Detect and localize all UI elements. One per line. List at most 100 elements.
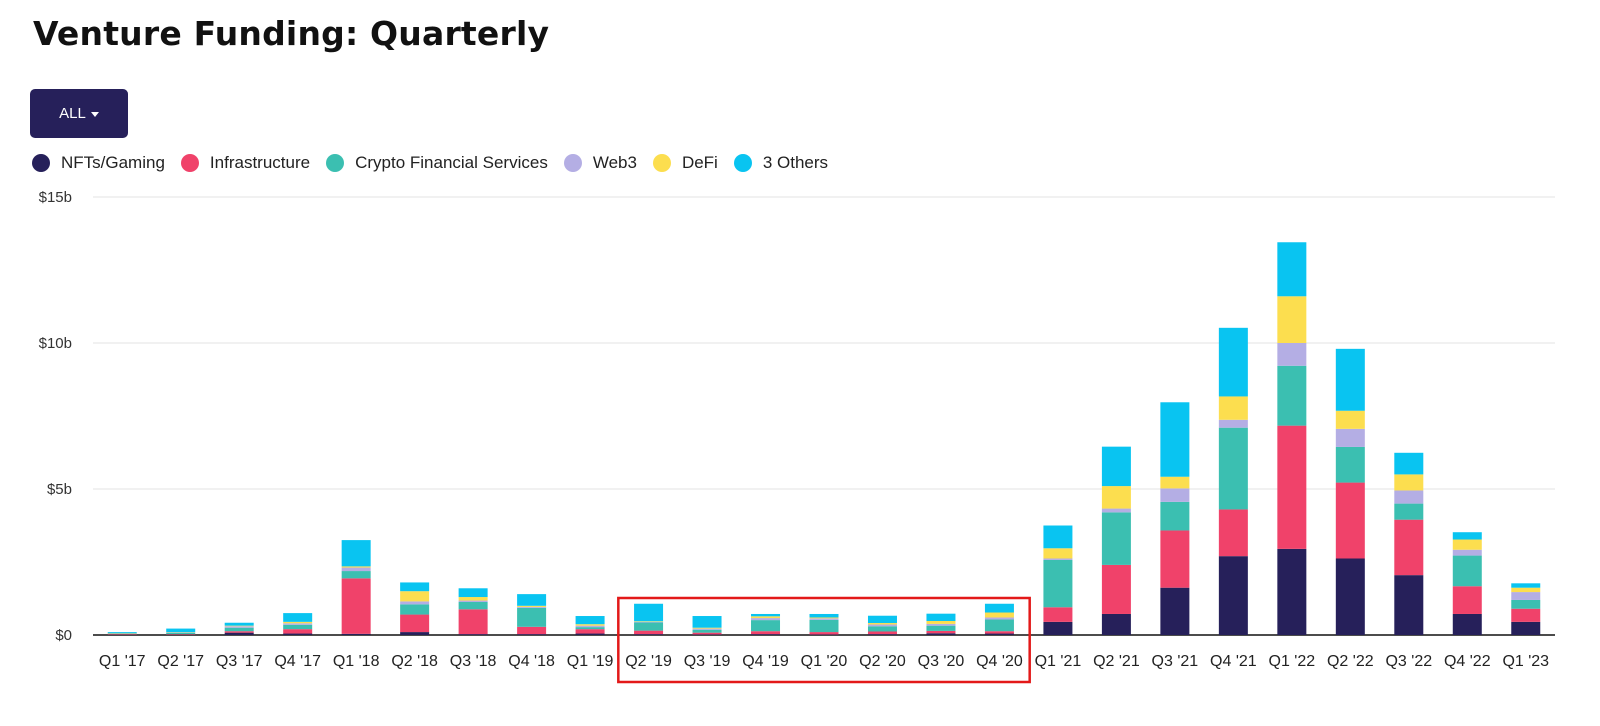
bar-segment-infrastructure[interactable] (283, 629, 313, 634)
bar-segment-3-others[interactable] (1394, 452, 1424, 475)
bar-segment-infrastructure[interactable] (1452, 586, 1482, 614)
bar-segment-infrastructure[interactable] (809, 632, 839, 635)
bar-segment-defi[interactable] (809, 617, 839, 619)
bar-segment-defi[interactable] (1511, 587, 1541, 593)
bar-segment-nfts-gaming[interactable] (984, 633, 1014, 635)
bar-segment-defi[interactable] (1452, 539, 1482, 550)
bar-segment-web3[interactable] (1101, 508, 1131, 513)
bar-segment-infrastructure[interactable] (634, 630, 664, 635)
bar-segment-web3[interactable] (575, 625, 605, 628)
bar-segment-infrastructure[interactable] (1335, 482, 1365, 559)
bar-segment-web3[interactable] (458, 600, 488, 603)
bar-segment-web3[interactable] (926, 623, 956, 626)
bar-segment-crypto-financial-services[interactable] (634, 622, 664, 631)
bar-segment-defi[interactable] (1043, 548, 1073, 559)
bar-segment-infrastructure[interactable] (1101, 564, 1131, 614)
bar-segment-infrastructure[interactable] (692, 632, 722, 635)
bar-segment-web3[interactable] (1394, 490, 1424, 504)
bar-segment-crypto-financial-services[interactable] (517, 607, 547, 627)
bar-segment-web3[interactable] (1277, 343, 1307, 366)
bar-segment-web3[interactable] (1218, 419, 1248, 428)
bar-segment-crypto-financial-services[interactable] (575, 627, 605, 630)
bar-segment-crypto-financial-services[interactable] (283, 624, 313, 630)
legend-item-3-others[interactable]: 3 Others (733, 153, 828, 173)
bar-segment-nfts-gaming[interactable] (1277, 548, 1307, 635)
bar-segment-defi[interactable] (1394, 474, 1424, 491)
bar-segment-infrastructure[interactable] (926, 630, 956, 634)
bar-segment-defi[interactable] (692, 627, 722, 629)
bar-segment-defi[interactable] (224, 625, 254, 627)
bar-segment-crypto-financial-services[interactable] (1101, 512, 1131, 565)
bar-segment-web3[interactable] (692, 628, 722, 630)
bar-segment-crypto-financial-services[interactable] (400, 604, 430, 615)
bar-segment-infrastructure[interactable] (341, 578, 371, 634)
legend-item-infrastructure[interactable]: Infrastructure (180, 153, 310, 173)
bar-segment-crypto-financial-services[interactable] (107, 633, 137, 635)
bar-segment-nfts-gaming[interactable] (400, 632, 430, 635)
bar-segment-crypto-financial-services[interactable] (1277, 365, 1307, 426)
bar-segment-web3[interactable] (283, 623, 313, 625)
bar-segment-infrastructure[interactable] (1511, 608, 1541, 622)
bar-segment-crypto-financial-services[interactable] (751, 620, 781, 632)
bar-segment-3-others[interactable] (1335, 348, 1365, 411)
bar-segment-infrastructure[interactable] (575, 629, 605, 634)
bar-segment-crypto-financial-services[interactable] (1335, 446, 1365, 483)
bar-segment-web3[interactable] (751, 618, 781, 621)
bar-segment-crypto-financial-services[interactable] (1218, 427, 1248, 510)
bar-segment-web3[interactable] (1335, 428, 1365, 447)
bar-segment-infrastructure[interactable] (867, 631, 897, 635)
bar-segment-crypto-financial-services[interactable] (1160, 501, 1190, 531)
bar-segment-infrastructure[interactable] (166, 634, 196, 635)
bar-segment-defi[interactable] (341, 566, 371, 568)
bar-segment-3-others[interactable] (1160, 402, 1190, 477)
bar-segment-defi[interactable] (1218, 396, 1248, 420)
bar-segment-crypto-financial-services[interactable] (984, 619, 1014, 632)
bar-segment-crypto-financial-services[interactable] (1043, 559, 1073, 608)
bar-segment-3-others[interactable] (634, 603, 664, 622)
bar-segment-3-others[interactable] (926, 613, 956, 621)
bar-segment-3-others[interactable] (692, 616, 722, 628)
bar-segment-web3[interactable] (867, 624, 897, 627)
bar-segment-crypto-financial-services[interactable] (1511, 599, 1541, 609)
bar-segment-defi[interactable] (867, 623, 897, 625)
bar-segment-nfts-gaming[interactable] (575, 633, 605, 635)
bar-segment-defi[interactable] (1101, 486, 1131, 509)
bar-segment-defi[interactable] (458, 597, 488, 601)
bar-segment-3-others[interactable] (1043, 525, 1073, 549)
bar-segment-nfts-gaming[interactable] (1101, 613, 1131, 635)
bar-segment-crypto-financial-services[interactable] (1452, 555, 1482, 587)
bar-segment-nfts-gaming[interactable] (1160, 587, 1190, 635)
bar-segment-3-others[interactable] (1218, 327, 1248, 397)
bar-segment-crypto-financial-services[interactable] (341, 571, 371, 579)
bar-segment-defi[interactable] (634, 621, 664, 622)
legend-item-nfts-gaming[interactable]: NFTs/Gaming (32, 153, 165, 173)
bar-segment-3-others[interactable] (224, 622, 254, 626)
bar-segment-defi[interactable] (751, 616, 781, 619)
bar-segment-3-others[interactable] (1277, 242, 1307, 297)
bar-segment-3-others[interactable] (984, 603, 1014, 613)
bar-segment-infrastructure[interactable] (224, 631, 254, 633)
bar-segment-nfts-gaming[interactable] (517, 634, 547, 635)
bar-segment-3-others[interactable] (458, 588, 488, 598)
bar-segment-3-others[interactable] (575, 616, 605, 625)
bar-segment-nfts-gaming[interactable] (283, 633, 313, 635)
bar-segment-infrastructure[interactable] (1394, 519, 1424, 576)
bar-segment-nfts-gaming[interactable] (809, 634, 839, 635)
bar-segment-web3[interactable] (1043, 558, 1073, 560)
bar-segment-nfts-gaming[interactable] (634, 634, 664, 635)
bar-segment-3-others[interactable] (867, 615, 897, 624)
bar-segment-defi[interactable] (575, 624, 605, 626)
bar-segment-web3[interactable] (1511, 592, 1541, 600)
bar-segment-3-others[interactable] (400, 582, 430, 592)
bar-segment-3-others[interactable] (283, 613, 313, 622)
legend-item-crypto-financial-services[interactable]: Crypto Financial Services (326, 153, 548, 173)
bar-segment-nfts-gaming[interactable] (224, 632, 254, 635)
bar-segment-defi[interactable] (1277, 296, 1307, 343)
bar-segment-defi[interactable] (517, 605, 547, 607)
bar-segment-crypto-financial-services[interactable] (926, 625, 956, 631)
bar-segment-crypto-financial-services[interactable] (224, 627, 254, 632)
bar-segment-nfts-gaming[interactable] (751, 634, 781, 635)
bar-segment-infrastructure[interactable] (107, 634, 137, 635)
bar-segment-crypto-financial-services[interactable] (458, 602, 488, 610)
bar-segment-nfts-gaming[interactable] (1511, 621, 1541, 635)
